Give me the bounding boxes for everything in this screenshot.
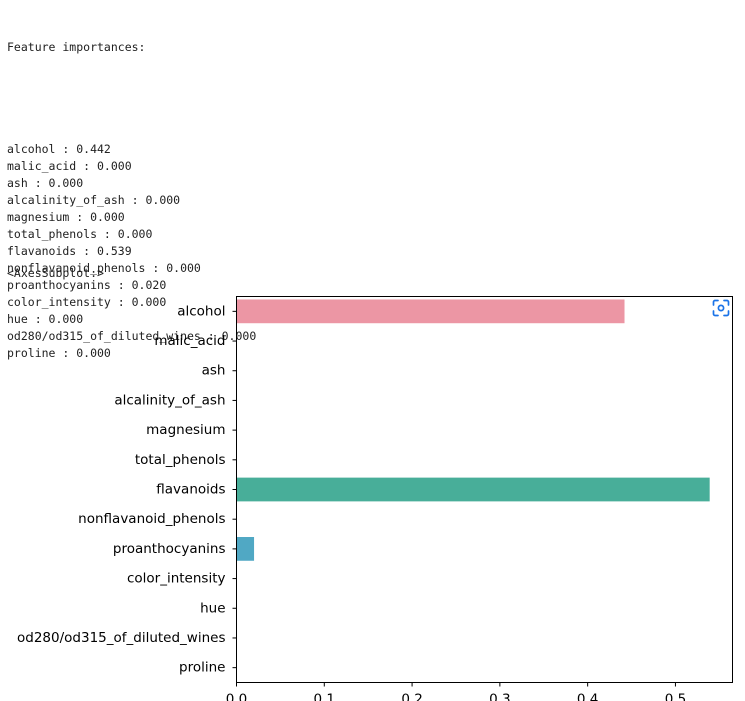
output-blank-line: [7, 90, 256, 107]
output-header: Feature importances:: [7, 40, 146, 54]
x-axis: 0.0 0.1 0.2 0.3 0.4 0.5: [226, 682, 686, 701]
y-tick-label: color_intensity: [127, 571, 226, 587]
output-line: alcalinity_of_ash : 0.000: [7, 193, 181, 207]
y-tick-label: flavanoids: [156, 482, 225, 498]
bar-proanthocyanins: [236, 537, 255, 561]
y-tick-label: hue: [200, 600, 225, 616]
bars-group: [236, 299, 710, 561]
output-line: proanthocyanins : 0.020: [7, 278, 167, 292]
x-tick-label: 0.5: [665, 692, 686, 701]
y-tick-label: od280/od315_of_diluted_wines: [17, 630, 226, 646]
y-tick-label: ash: [202, 363, 226, 379]
y-tick-label: proline: [179, 660, 225, 676]
bar-alcohol: [236, 299, 625, 324]
output-line: magnesium : 0.000: [7, 210, 125, 224]
output-line: total_phenols : 0.000: [7, 227, 153, 241]
x-tick-label: 0.1: [314, 692, 335, 701]
y-tick-label: alcalinity_of_ash: [114, 392, 225, 408]
output-line: color_intensity : 0.000: [7, 295, 167, 309]
focus-expand-icon: [712, 299, 730, 317]
y-tick-label: proanthocyanins: [113, 541, 226, 557]
output-line: flavanoids : 0.539: [7, 244, 132, 258]
y-tick-label: total_phenols: [135, 452, 226, 468]
output-line: od280/od315_of_diluted_wines : 0.000: [7, 329, 257, 343]
output-line: nonflavanoid_phenols : 0.000: [7, 261, 201, 275]
y-tick-label: alcohol: [177, 303, 225, 319]
y-tick-label: nonflavanoid_phenols: [78, 511, 225, 527]
expand-output-button[interactable]: [710, 297, 732, 319]
stdout-output: Feature importances: alcohol : 0.442 mali…: [7, 5, 256, 379]
bar-flavanoids: [236, 477, 710, 502]
output-line: hue : 0.000: [7, 312, 84, 326]
output-line: ash : 0.000: [7, 176, 84, 190]
output-lines: alcohol : 0.442 malic_acid : 0.000 ash : 0…: [7, 141, 256, 362]
y-tick-label: malic_acid: [154, 333, 225, 349]
x-tick-label: 0.0: [226, 692, 247, 701]
y-tick-label: magnesium: [146, 422, 225, 438]
x-tick-label: 0.2: [401, 692, 422, 701]
axes-repr: <AxesSubplot:>: [7, 266, 104, 280]
output-line: alcohol : 0.442: [7, 142, 111, 156]
output-line: malic_acid : 0.000: [7, 159, 132, 173]
x-tick-label: 0.3: [489, 692, 510, 701]
x-tick-label: 0.4: [577, 692, 598, 701]
output-line: proline : 0.000: [7, 346, 111, 360]
